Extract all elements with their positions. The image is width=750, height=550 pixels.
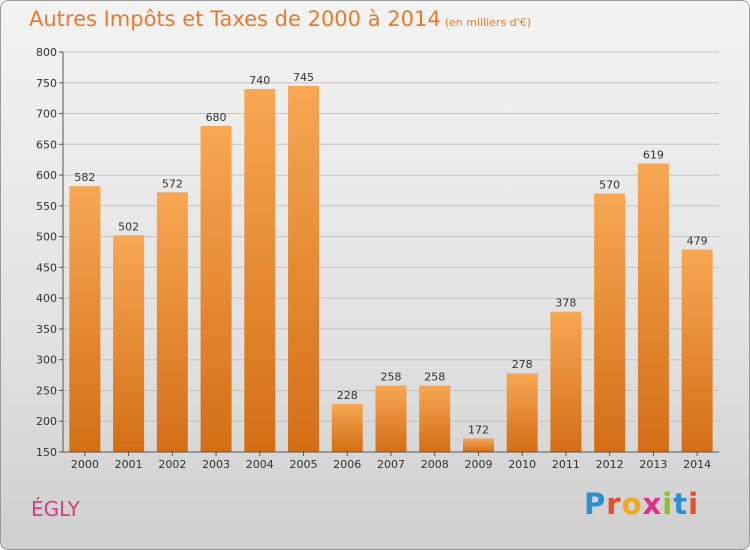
y-tick-label: 450 [36,261,57,274]
y-tick-label: 550 [36,200,57,213]
data-label: 570 [599,179,620,192]
bar [462,438,494,452]
place-name: ÉGLY [31,497,80,521]
bar [200,125,232,452]
y-tick-label: 650 [36,138,57,151]
bar [156,192,188,453]
x-tick-label: 2004 [246,458,274,471]
x-tick-label: 2012 [596,458,624,471]
logo-letter: i [688,487,700,521]
chart-title: Autres Impôts et Taxes de 2000 à 2014 (en… [29,7,531,31]
logo-letter: r [606,487,622,521]
bar [550,311,582,452]
logo-letter: o [621,487,643,521]
data-label: 479 [687,235,708,248]
data-label: 740 [249,74,270,87]
bar [113,235,145,452]
data-label: 572 [162,177,183,190]
x-tick-label: 2013 [639,458,667,471]
y-tick-label: 700 [36,108,57,121]
x-tick-label: 2002 [158,458,186,471]
bar [681,249,713,452]
logo-letter: t [673,487,689,521]
y-tick-label: 250 [36,384,57,397]
y-tick-label: 150 [36,446,57,459]
x-tick-label: 2000 [71,458,99,471]
bar [69,186,101,452]
bar [375,385,407,452]
data-label: 172 [468,423,489,436]
x-tick-label: 2008 [421,458,449,471]
data-label: 582 [74,171,95,184]
logo-letter: P [584,487,607,521]
y-tick-label: 600 [36,169,57,182]
x-tick-label: 2001 [115,458,143,471]
chart-subtitle: (en milliers d'€) [444,16,531,29]
y-tick-label: 350 [36,323,57,336]
x-tick-label: 2010 [508,458,536,471]
x-tick-label: 2005 [290,458,318,471]
logo-letter: i [662,487,674,521]
x-tick-label: 2007 [377,458,405,471]
data-label: 619 [643,148,664,161]
data-label: 680 [206,111,227,124]
data-labels: 582 502 572 680 740 745 228 258 258 172 278 378 570 6… [74,71,707,437]
data-label: 378 [555,297,576,310]
data-label: 258 [424,371,445,384]
y-tick-label: 750 [36,77,57,90]
x-tick-label: 2014 [683,458,711,471]
bar [637,163,669,452]
proxiti-logo: Proxiti [584,487,699,521]
data-label: 278 [512,358,533,371]
x-tick-label: 2009 [464,458,492,471]
data-label: 502 [118,220,139,233]
x-tick-label: 2003 [202,458,230,471]
y-tick-label: 500 [36,231,57,244]
logo-letter: x [642,487,663,521]
y-axis-ticks: 150 200 250 300 350 400 450 500 550 600 650 700 750 8… [36,46,63,459]
x-axis-ticks: 2000 2001 2002 2003 2004 2005 2006 2007 2008 2009… [71,452,711,471]
y-tick-label: 300 [36,354,57,367]
axes [62,52,719,453]
bar [244,88,276,452]
y-tick-label: 800 [36,46,57,59]
bar [419,385,451,452]
data-label: 258 [381,371,402,384]
bar [594,193,626,453]
bar [331,404,363,452]
y-tick-label: 200 [36,415,57,428]
bars [69,85,713,453]
chart-title-text: Autres Impôts et Taxes de 2000 à 2014 [29,7,441,31]
bar [506,373,538,452]
bar [288,85,320,452]
x-tick-label: 2011 [552,458,580,471]
x-tick-label: 2006 [333,458,361,471]
data-label: 228 [337,389,358,402]
data-label: 745 [293,71,314,84]
y-tick-label: 400 [36,292,57,305]
